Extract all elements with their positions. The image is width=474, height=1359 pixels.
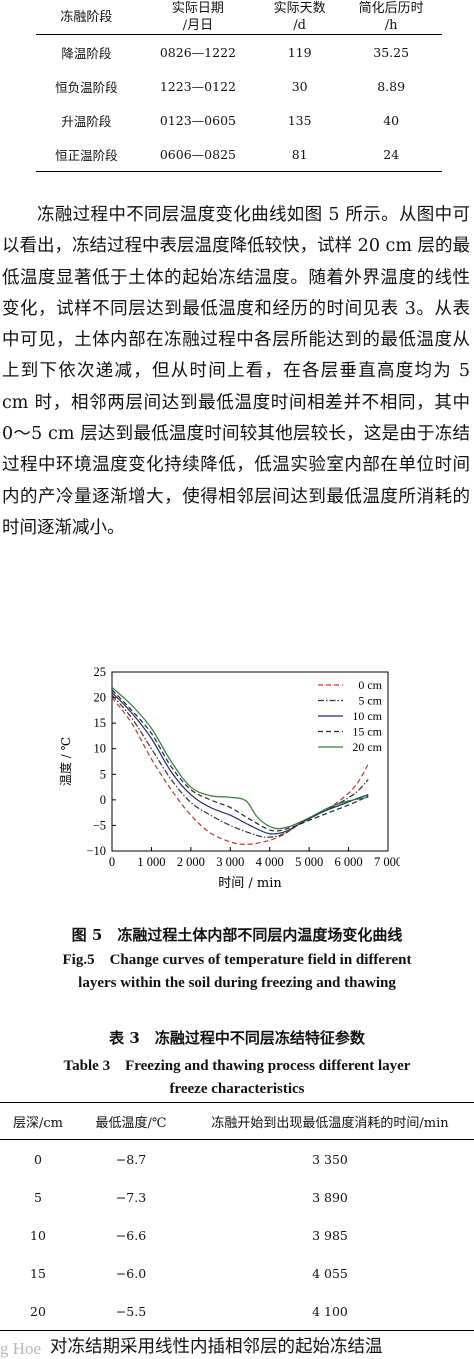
t2-header-date: 实际日期/月日 (136, 0, 259, 35)
table-cell: 恒正温阶段 (36, 137, 137, 172)
chart-axes: 0 1 000 2 000 3 000 4 000 5 000 6 000 7 000 25 20… (86, 665, 400, 869)
series-line-10cm (111, 692, 369, 835)
table-cell: 81 (259, 137, 341, 172)
body-paragraph-continued: 对冻结期采用线性内插相邻层的起始冻结温 (50, 1337, 383, 1357)
temperature-line-chart: 0 1 000 2 000 3 000 4 000 5 000 6 000 7 000 25 20… (58, 665, 400, 891)
table-row: 0 −8.7 3 350 (0, 1140, 474, 1179)
table-cell: 恒负温阶段 (55, 79, 118, 95)
body-paragraph: 冻融过程中不同层温度变化曲线如图 5 所示。从图中可以看出，冻结过程中表层温度降… (2, 205, 470, 538)
watermark-text: g Hoe (0, 1339, 42, 1358)
y-tick-label: 15 (94, 716, 107, 730)
x-tick-label: 1 000 (137, 855, 165, 869)
table-cell: −5.5 (76, 1292, 186, 1331)
x-tick-label: 2 000 (177, 855, 205, 869)
t2-header-stage: 冻融阶段 (36, 0, 137, 35)
table-3: 层深/cm 最低温度/℃ 冻融开始到出现最低温度消耗的时间/min 0 −8.7… (0, 1102, 474, 1331)
table3-caption-en-line1: Table 3 Freezing and thawing process dif… (63, 1058, 411, 1074)
y-tick-label: 0 (100, 793, 106, 807)
table-cell: 4 100 (186, 1292, 474, 1331)
table-cell: 8.89 (377, 78, 406, 94)
table-cell: 30 (291, 78, 308, 94)
figure-caption-en-line2: layers within the soil during freezing a… (78, 975, 396, 991)
table-cell: 24 (340, 137, 442, 172)
series-line-5cm (111, 694, 369, 838)
table-cell: 119 (287, 44, 312, 60)
table-cell: 10 (30, 1227, 46, 1243)
y-tick-label: 5 (100, 767, 106, 781)
table3-caption-cn: 表 3 冻融过程中不同层冻结特征参数 (109, 1029, 365, 1047)
figure-caption-en-line1: Fig.5 Change curves of temperature field… (62, 952, 412, 968)
table3-caption-en-line2: freeze characteristics (169, 1081, 305, 1097)
series-line-20cm (111, 686, 369, 830)
chart-plot-area (111, 686, 369, 845)
table-cell: 40 (383, 112, 400, 128)
table-cell: 35.25 (373, 44, 410, 60)
table-cell: 135 (287, 112, 312, 128)
t2-header-days: 实际天数/d (259, 0, 341, 35)
table-cell: −8.7 (115, 1151, 147, 1167)
series-line-0cm (111, 697, 369, 845)
table-cell: 3 350 (312, 1151, 348, 1167)
x-tick-label: 0 (109, 855, 115, 869)
table-cell: 0 (34, 1151, 42, 1167)
x-tick-label: 5 000 (295, 855, 323, 869)
table-cell: 15 (30, 1265, 46, 1281)
table-2: 冻融阶段 实际日期/月日 实际天数/d 简化后历时/h 降温阶段 0826—12… (36, 0, 442, 172)
table-cell: 20 (0, 1292, 76, 1331)
legend-label: 20 cm (352, 740, 382, 754)
series-line-15cm (111, 689, 369, 832)
table-cell: −7.3 (115, 1189, 147, 1205)
table-cell: 3 985 (312, 1227, 348, 1243)
figure-caption-cn: 图 5 冻融过程土体内部不同层内温度场变化曲线 (71, 926, 403, 944)
table-cell: −6.0 (115, 1265, 147, 1281)
legend-label: 10 cm (352, 709, 382, 723)
t3-header-min-temp: 最低温度/℃ (76, 1102, 186, 1140)
table-cell: −6.6 (115, 1227, 147, 1243)
x-tick-label: 3 000 (216, 855, 244, 869)
table-row: 20 −5.5 4 100 (0, 1292, 474, 1331)
table-cell: 5 (34, 1189, 42, 1205)
table-cell: 3 890 (312, 1189, 348, 1205)
x-tick-label: 7 000 (374, 855, 400, 869)
table-row: 10 −6.6 3 985 (0, 1216, 474, 1254)
table-cell: 升温阶段 (61, 113, 112, 129)
t3-header-depth: 层深/cm (0, 1102, 76, 1140)
y-tick-label: −5 (93, 818, 106, 832)
legend-label: 5 cm (358, 694, 382, 708)
table-row: 降温阶段 0826—1222 119 35.25 (36, 35, 442, 70)
y-tick-label: 25 (94, 665, 107, 679)
y-tick-label: −10 (86, 844, 106, 858)
table-cell: 4 055 (312, 1265, 348, 1281)
table-cell: 0826—1222 (159, 44, 236, 60)
table-row: 升温阶段 0123—0605 135 40 (36, 103, 442, 137)
t3-header-time: 冻融开始到出现最低温度消耗的时间/min (186, 1102, 474, 1140)
x-tick-label: 4 000 (256, 855, 284, 869)
y-tick-label: 10 (94, 742, 107, 756)
legend-label: 15 cm (352, 725, 382, 739)
y-tick-label: 20 (94, 691, 107, 705)
table-row: 15 −6.0 4 055 (0, 1254, 474, 1292)
table-row: 恒正温阶段 0606—0825 81 24 (36, 137, 442, 172)
x-tick-label: 6 000 (335, 855, 363, 869)
y-axis-label: 温度 / ℃ (58, 737, 73, 786)
table-row: 5 −7.3 3 890 (0, 1178, 474, 1216)
table-cell: 0123—0605 (159, 112, 236, 128)
plot-frame (111, 671, 389, 852)
legend-label: 0 cm (358, 678, 382, 692)
t2-header-duration: 简化后历时/h (340, 0, 442, 35)
table-cell: 0606—0825 (136, 137, 259, 172)
x-axis-label: 时间 / min (218, 876, 282, 891)
table-cell: 1223—0122 (159, 78, 236, 94)
table-row: 恒负温阶段 1223—0122 30 8.89 (36, 69, 442, 103)
table-cell: 降温阶段 (61, 45, 112, 61)
